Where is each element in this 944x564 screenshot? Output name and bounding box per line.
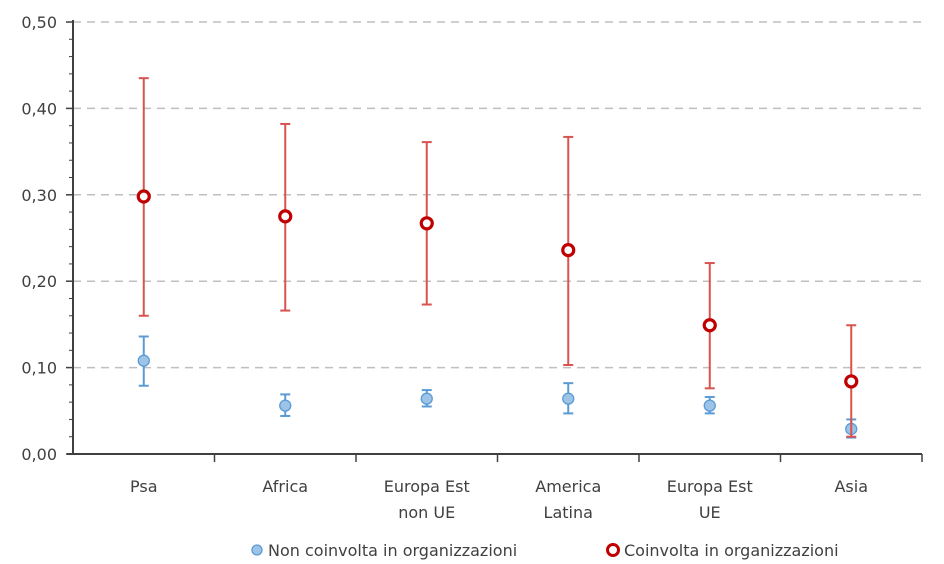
data-point-coinvolta — [278, 209, 293, 224]
legend-marker-coinvolta — [606, 543, 620, 557]
data-point-non-coinvolta — [279, 399, 292, 412]
legend-label-non-coinvolta: Non coinvolta in organizzazioni — [268, 541, 517, 560]
x-category-label: Africa — [262, 477, 308, 496]
y-axis-ticks: 0,00 0,10 0,20 0,30 0,40 0,50 — [21, 13, 73, 464]
data-marks — [136, 77, 859, 439]
data-point-coinvolta — [419, 216, 434, 231]
data-point-non-coinvolta — [137, 354, 150, 367]
legend-marker-non-coinvolta — [251, 544, 263, 556]
data-point-coinvolta — [136, 189, 151, 204]
x-category-label: America Latina — [535, 477, 601, 522]
legend: Non coinvolta in organizzazioni Coinvolta… — [251, 541, 839, 560]
data-point-coinvolta — [561, 242, 576, 258]
data-point-non-coinvolta — [703, 399, 716, 412]
y-tick-label: 0,50 — [21, 13, 57, 32]
x-category-label: Europa Est UE — [667, 477, 753, 522]
x-axis-ticks: Psa Africa Europa Est non UE America Latina Eu… — [130, 454, 923, 522]
y-tick-label: 0,40 — [21, 99, 57, 118]
data-point-coinvolta — [844, 374, 859, 389]
legend-label-coinvolta: Coinvolta in organizzazioni — [624, 541, 839, 560]
data-point-non-coinvolta — [562, 392, 575, 405]
y-tick-label: 0,00 — [21, 445, 57, 464]
x-category-label: Asia — [834, 477, 868, 496]
y-tick-label: 0,30 — [21, 186, 57, 205]
data-point-non-coinvolta — [420, 392, 433, 405]
y-tick-label: 0,20 — [21, 272, 57, 291]
x-category-label: Psa — [130, 477, 158, 496]
grid-lines — [73, 21, 922, 369]
x-category-label: Europa Est non UE — [384, 477, 470, 522]
axes — [67, 20, 922, 455]
y-tick-label: 0,10 — [21, 359, 57, 378]
data-point-coinvolta — [702, 318, 717, 333]
